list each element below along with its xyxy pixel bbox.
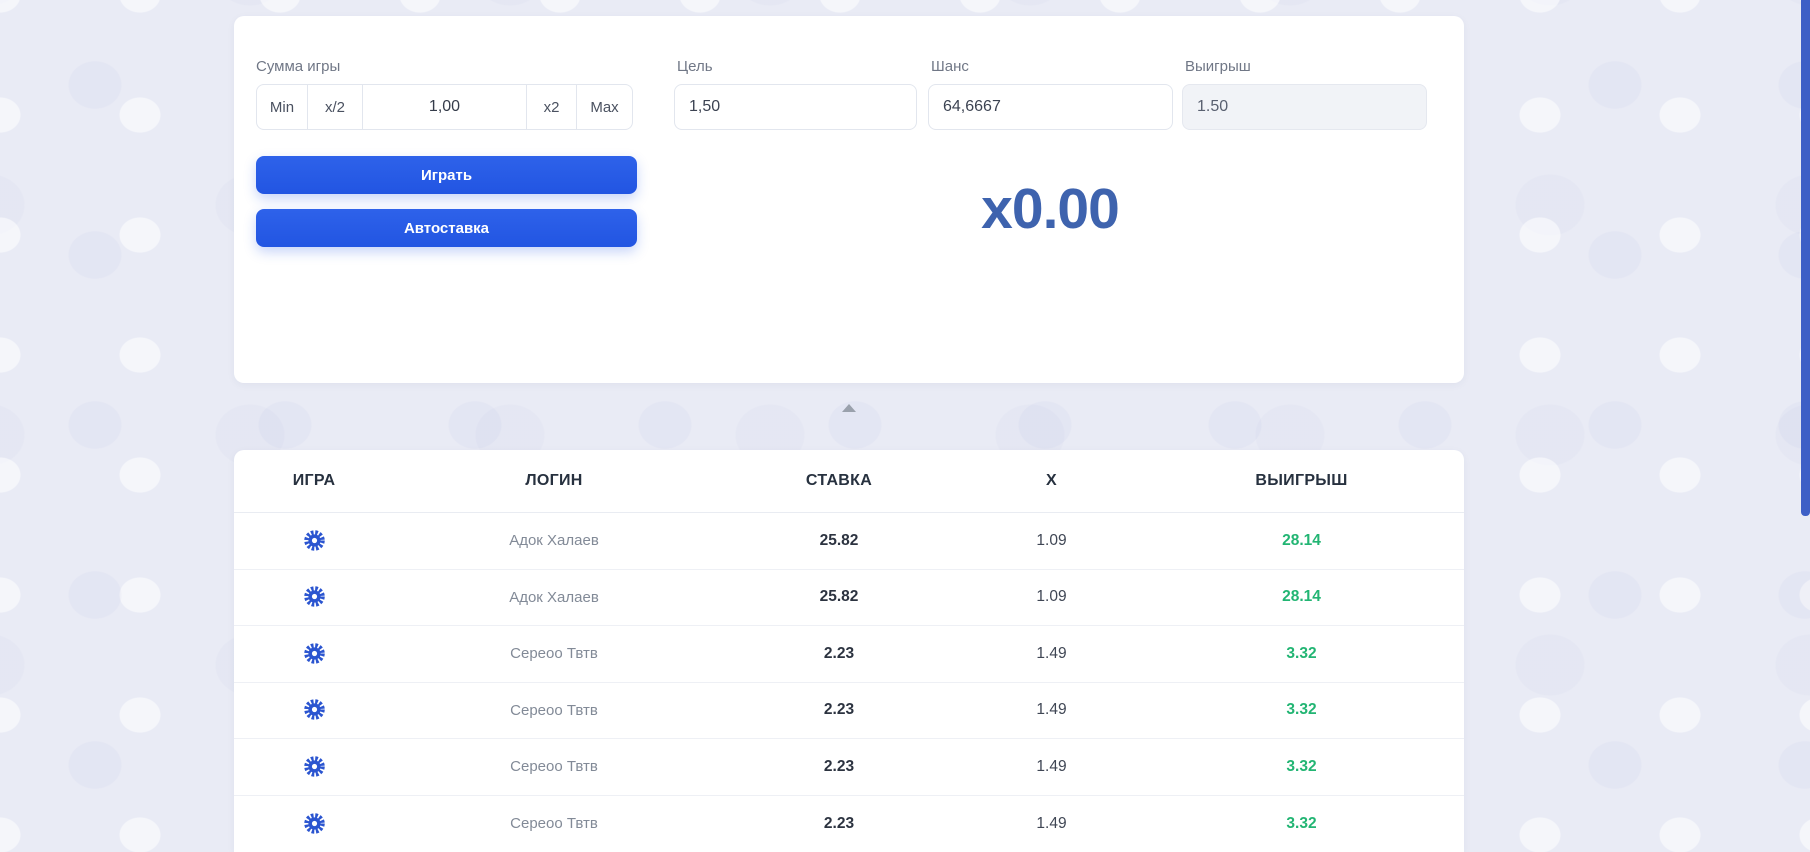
bet-panel: Сумма игры Min x/2 x2 Max Цель Шанс Выиг… xyxy=(234,16,1464,383)
win-cell: 3.32 xyxy=(1139,815,1464,833)
table-row: Адок Халаев 25.82 1.09 28.14 xyxy=(234,513,1464,570)
autobet-button[interactable]: Автоставка xyxy=(256,209,637,247)
login-cell: Адок Халаев xyxy=(394,532,714,549)
login-cell: Сереоо Твтв xyxy=(394,758,714,775)
amount-label: Сумма игры xyxy=(256,58,340,75)
bet-cell: 25.82 xyxy=(714,532,964,550)
win-label: Выигрыш xyxy=(1185,58,1251,75)
multiplier-result: x0.00 xyxy=(900,176,1200,242)
table-row: Сереоо Твтв 2.23 1.49 3.32 xyxy=(234,739,1464,796)
table-body: Адок Халаев 25.82 1.09 28.14 Адок Халаев… xyxy=(234,513,1464,852)
table-row: Сереоо Твтв 2.23 1.49 3.32 xyxy=(234,796,1464,852)
game-cell xyxy=(234,529,394,553)
game-cell xyxy=(234,812,394,836)
game-cell xyxy=(234,585,394,609)
gear-icon xyxy=(302,585,326,609)
goal-label: Цель xyxy=(677,58,713,75)
bet-cell: 25.82 xyxy=(714,588,964,606)
header-x: X xyxy=(964,472,1139,490)
x-cell: 1.49 xyxy=(964,758,1139,776)
max-button[interactable]: Max xyxy=(576,84,633,130)
bet-cell: 2.23 xyxy=(714,815,964,833)
login-cell: Сереоо Твтв xyxy=(394,645,714,662)
game-cell xyxy=(234,698,394,722)
header-bet: СТАВКА xyxy=(714,472,964,490)
bet-cell: 2.23 xyxy=(714,758,964,776)
login-cell: Сереоо Твтв xyxy=(394,815,714,832)
page-scrollbar[interactable] xyxy=(1801,0,1810,516)
play-button[interactable]: Играть xyxy=(256,156,637,194)
header-game: ИГРА xyxy=(234,472,394,490)
win-cell: 28.14 xyxy=(1139,588,1464,606)
win-cell: 3.32 xyxy=(1139,645,1464,663)
chance-input[interactable] xyxy=(928,84,1173,130)
win-cell: 3.32 xyxy=(1139,758,1464,776)
x-cell: 1.09 xyxy=(964,532,1139,550)
win-input xyxy=(1182,84,1427,130)
gear-icon xyxy=(302,698,326,722)
min-button[interactable]: Min xyxy=(256,84,308,130)
bet-cell: 2.23 xyxy=(714,701,964,719)
header-win: ВЫИГРЫШ xyxy=(1139,472,1464,490)
chance-label: Шанс xyxy=(931,58,969,75)
amount-input[interactable] xyxy=(362,84,527,130)
game-cell xyxy=(234,755,394,779)
history-table: ИГРА ЛОГИН СТАВКА X ВЫИГРЫШ Адок Халаев … xyxy=(234,450,1464,852)
gear-icon xyxy=(302,812,326,836)
gear-icon xyxy=(302,529,326,553)
gear-icon xyxy=(302,642,326,666)
goal-input[interactable] xyxy=(674,84,917,130)
header-login: ЛОГИН xyxy=(394,472,714,490)
table-header-row: ИГРА ЛОГИН СТАВКА X ВЫИГРЫШ xyxy=(234,450,1464,513)
x-cell: 1.09 xyxy=(964,588,1139,606)
login-cell: Адок Халаев xyxy=(394,589,714,606)
login-cell: Сереоо Твтв xyxy=(394,702,714,719)
double-button[interactable]: x2 xyxy=(526,84,577,130)
table-row: Сереоо Твтв 2.23 1.49 3.32 xyxy=(234,626,1464,683)
table-row: Адок Халаев 25.82 1.09 28.14 xyxy=(234,570,1464,627)
game-cell xyxy=(234,642,394,666)
x-cell: 1.49 xyxy=(964,701,1139,719)
half-button[interactable]: x/2 xyxy=(307,84,363,130)
bet-cell: 2.23 xyxy=(714,645,964,663)
table-row: Сереоо Твтв 2.23 1.49 3.32 xyxy=(234,683,1464,740)
x-cell: 1.49 xyxy=(964,645,1139,663)
win-cell: 3.32 xyxy=(1139,701,1464,719)
x-cell: 1.49 xyxy=(964,815,1139,833)
collapse-caret-icon[interactable] xyxy=(842,404,856,412)
gear-icon xyxy=(302,755,326,779)
amount-control-group: Min x/2 x2 Max xyxy=(256,84,637,130)
win-cell: 28.14 xyxy=(1139,532,1464,550)
